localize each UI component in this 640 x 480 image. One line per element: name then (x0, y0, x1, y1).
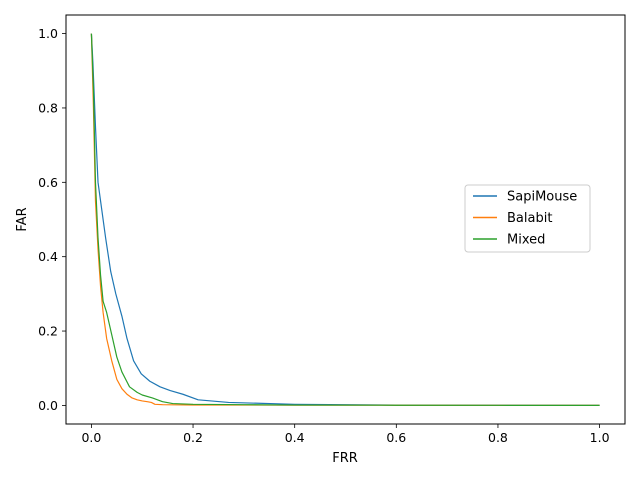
y-tick-label: 0.0 (38, 398, 58, 413)
y-tick-label: 0.8 (38, 100, 58, 115)
series-layer (90, 33, 600, 407)
series-line-sapimouse (90, 33, 600, 407)
legend: SapiMouse Balabit Mixed (464, 184, 591, 253)
y-tick-label: 0.4 (38, 249, 58, 264)
y-tick-label: 1.0 (38, 26, 58, 41)
x-axis-ticks: 0.0 0.2 0.4 0.6 0.8 1.0 (81, 424, 610, 445)
x-tick-label: 1.0 (590, 430, 610, 445)
x-tick-label: 0.4 (285, 430, 305, 445)
series-line-mixed (90, 33, 600, 407)
x-axis-label: FRR (332, 451, 358, 466)
x-tick-label: 0.0 (81, 430, 101, 445)
plot-frame (65, 14, 626, 425)
y-tick-label: 0.2 (38, 324, 58, 339)
legend-box (464, 184, 591, 253)
x-tick-label: 0.6 (386, 430, 406, 445)
y-axis-label: FAR (15, 207, 30, 231)
x-tick-label: 0.2 (183, 430, 203, 445)
legend-label-mixed: Mixed (507, 233, 545, 248)
x-tick-label: 0.8 (488, 430, 508, 445)
legend-label-balabit: Balabit (507, 211, 552, 226)
y-tick-label: 0.6 (38, 175, 58, 190)
legend-label-sapimouse: SapiMouse (507, 190, 577, 205)
y-axis-ticks: 0.0 0.2 0.4 0.6 0.8 1.0 (38, 26, 66, 413)
